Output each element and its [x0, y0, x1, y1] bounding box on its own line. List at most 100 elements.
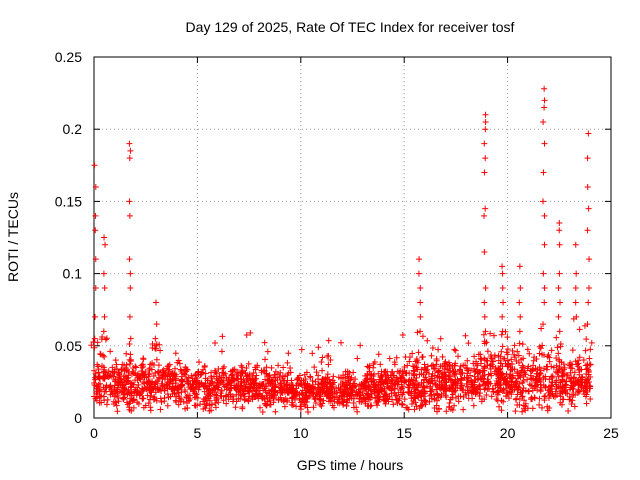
data-point — [103, 401, 110, 408]
data-point — [492, 364, 499, 371]
plot-frame — [93, 56, 612, 419]
data-point — [471, 353, 478, 360]
data-point — [526, 381, 533, 388]
data-point — [370, 360, 377, 367]
data-point — [207, 380, 214, 387]
data-point — [421, 377, 428, 384]
data-point — [586, 355, 593, 362]
data-point — [130, 396, 137, 403]
data-point — [577, 376, 584, 383]
data-point — [566, 362, 573, 369]
data-point — [509, 347, 516, 354]
data-point — [136, 392, 143, 399]
data-point — [504, 363, 511, 370]
data-point — [114, 408, 121, 415]
data-point — [343, 402, 350, 409]
data-point — [281, 403, 288, 410]
data-point — [514, 401, 521, 408]
data-point — [471, 384, 478, 391]
data-point — [290, 390, 297, 397]
data-point — [127, 147, 134, 154]
data-point — [415, 349, 422, 356]
data-point — [193, 384, 200, 391]
data-point — [585, 369, 592, 376]
data-point — [559, 389, 566, 396]
data-point — [290, 402, 297, 409]
data-point — [409, 363, 416, 370]
data-point — [459, 370, 466, 377]
data-point — [417, 328, 424, 335]
data-point — [287, 365, 294, 372]
data-point — [508, 391, 515, 398]
data-point — [126, 155, 133, 162]
data-point — [311, 364, 318, 371]
data-point — [95, 363, 102, 370]
data-point — [407, 378, 414, 385]
data-point — [126, 360, 133, 367]
data-point — [471, 373, 478, 380]
data-point — [556, 328, 563, 335]
data-point — [168, 385, 175, 392]
data-point — [285, 350, 292, 357]
y-tick-label: 0.05 — [55, 338, 82, 354]
data-point — [586, 256, 593, 263]
data-point — [268, 377, 275, 384]
data-point — [116, 378, 123, 385]
data-point — [161, 394, 168, 401]
data-point — [91, 335, 98, 342]
data-point — [263, 370, 270, 377]
data-point — [219, 333, 226, 340]
data-point — [325, 337, 332, 344]
data-point — [213, 383, 220, 390]
data-point — [132, 363, 139, 370]
data-point — [218, 348, 225, 355]
data-point — [154, 385, 161, 392]
data-point — [255, 395, 262, 402]
data-point — [309, 378, 316, 385]
x-tick-label: 10 — [293, 425, 309, 441]
data-point — [374, 394, 381, 401]
data-point — [157, 347, 164, 354]
data-point — [105, 374, 112, 381]
data-point — [379, 373, 386, 380]
data-point — [570, 315, 577, 322]
data-point — [540, 169, 547, 176]
data-point — [477, 390, 484, 397]
data-point — [127, 285, 134, 292]
data-point — [123, 367, 130, 374]
data-point — [303, 389, 310, 396]
data-point — [452, 360, 459, 367]
data-point — [93, 383, 100, 390]
data-point — [319, 375, 326, 382]
data-point — [498, 397, 505, 404]
data-point — [103, 335, 110, 342]
data-point — [402, 353, 409, 360]
data-point — [460, 393, 467, 400]
data-point — [107, 383, 114, 390]
data-point — [409, 350, 416, 357]
data-point — [91, 162, 98, 169]
data-point — [118, 366, 125, 373]
data-point — [556, 363, 563, 370]
data-point — [330, 373, 337, 380]
data-point — [338, 339, 345, 346]
data-point — [587, 346, 594, 353]
data-point — [519, 408, 526, 415]
data-point — [103, 388, 110, 395]
data-point — [585, 299, 592, 306]
data-point — [497, 370, 504, 377]
data-point — [219, 365, 226, 372]
data-point — [335, 396, 342, 403]
data-point — [556, 220, 563, 227]
data-point — [494, 381, 501, 388]
x-tick-label: 25 — [603, 425, 619, 441]
data-point — [576, 354, 583, 361]
data-point — [503, 349, 510, 356]
data-point — [164, 363, 171, 370]
data-point — [203, 394, 210, 401]
data-point — [350, 400, 357, 407]
data-point — [239, 364, 246, 371]
data-point — [546, 358, 553, 365]
data-point — [557, 299, 564, 306]
data-point — [525, 363, 532, 370]
